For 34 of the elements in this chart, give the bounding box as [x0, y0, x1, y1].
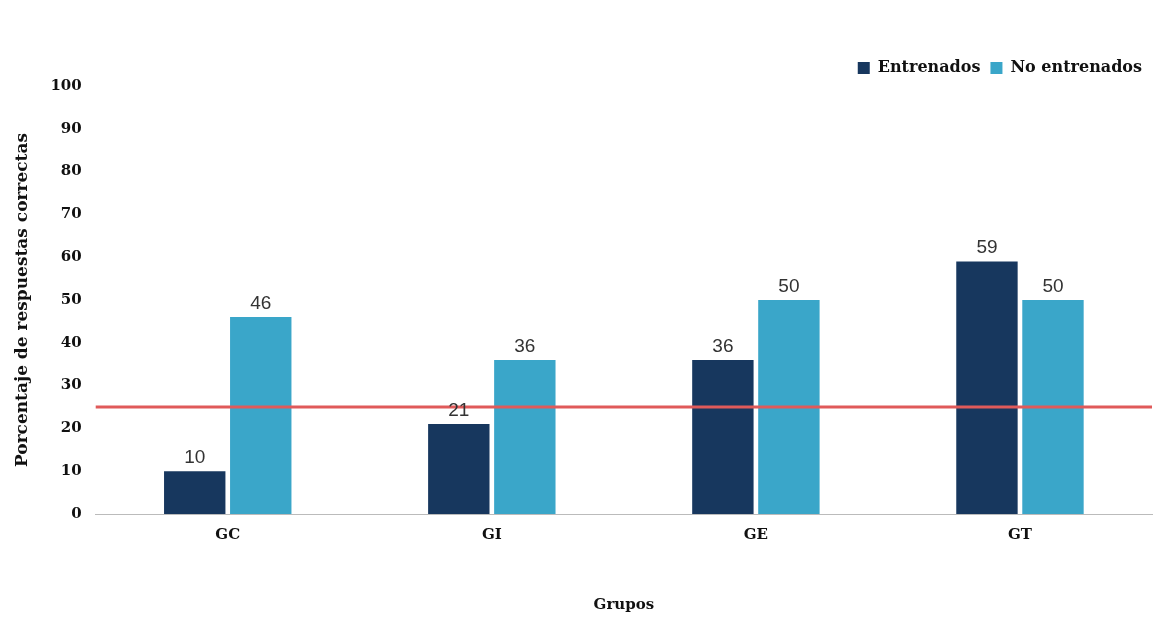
legend-label: Entrenados — [877, 57, 981, 77]
y-tick-label: 30 — [60, 375, 82, 394]
bar — [164, 471, 226, 514]
y-tick-label: 100 — [50, 75, 82, 94]
y-tick-label: 0 — [71, 503, 82, 522]
data-label: 46 — [250, 291, 272, 313]
bar — [1022, 300, 1084, 514]
y-axis-title: Porcentaje de respuestas correctas — [10, 132, 31, 468]
y-tick-label: 40 — [60, 332, 82, 351]
data-label: 59 — [976, 236, 998, 258]
bar — [956, 261, 1018, 514]
y-tick-label: 90 — [60, 118, 82, 137]
y-tick-label: 10 — [60, 461, 82, 480]
x-tick-label: GC — [215, 524, 241, 543]
bar — [230, 317, 292, 514]
bar — [692, 359, 754, 514]
x-tick-label: GE — [743, 524, 769, 543]
bar — [428, 424, 490, 514]
y-tick-label: 70 — [60, 204, 82, 223]
x-axis-title: Grupos — [593, 594, 655, 613]
x-tick-label: GT — [1007, 524, 1033, 543]
bar — [758, 300, 820, 514]
data-label: 10 — [184, 445, 206, 467]
data-label: 50 — [778, 274, 800, 296]
x-tick-label: GI — [481, 524, 502, 543]
y-tick-label: 50 — [60, 289, 82, 308]
bar — [494, 359, 556, 514]
data-label: 50 — [1042, 274, 1064, 296]
data-label: 36 — [712, 334, 734, 356]
y-tick-label: 20 — [60, 418, 82, 437]
data-label: 36 — [514, 334, 536, 356]
y-tick-label: 80 — [60, 161, 82, 180]
y-tick-label: 60 — [60, 247, 82, 266]
legend-label: No entrenados — [1010, 57, 1142, 77]
